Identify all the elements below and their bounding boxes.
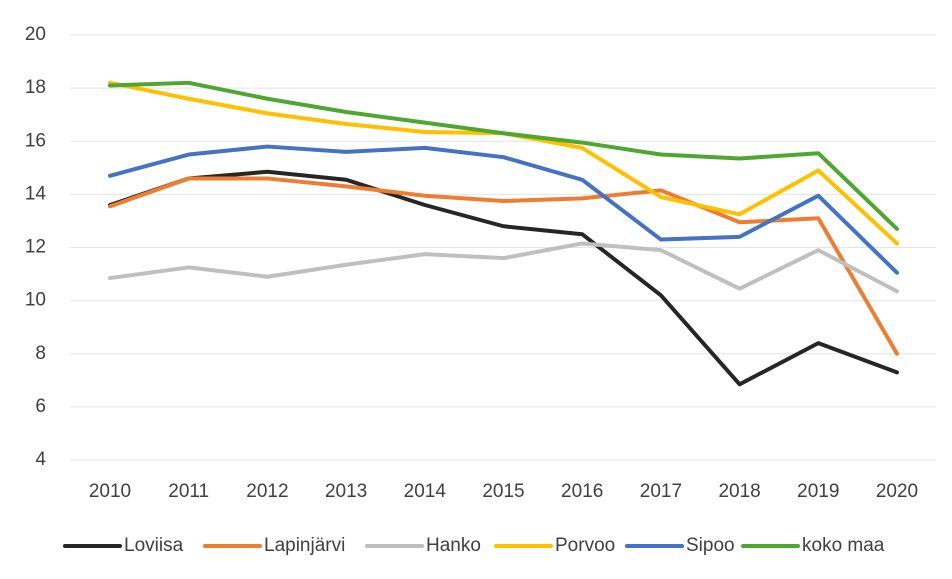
y-tick-label: 16	[25, 130, 46, 151]
y-tick-label: 14	[25, 183, 47, 204]
x-tick-label: 2019	[797, 481, 839, 502]
y-tick-label: 6	[35, 396, 46, 417]
x-tick-label: 2011	[168, 481, 209, 502]
x-tick-label: 2017	[640, 481, 682, 502]
legend-label: Porvoo	[555, 535, 615, 556]
x-tick-label: 2013	[325, 481, 367, 502]
x-tick-label: 2015	[482, 481, 524, 502]
y-tick-label: 8	[35, 343, 46, 364]
y-tick-label: 20	[25, 24, 46, 45]
x-tick-label: 2016	[561, 481, 603, 502]
legend-label: Loviisa	[124, 535, 184, 556]
x-tick-label: 2010	[89, 481, 131, 502]
x-tick-label: 2018	[718, 481, 760, 502]
line-series	[108, 169, 899, 387]
line-series	[108, 80, 899, 231]
line-series	[108, 241, 899, 294]
legend-label: Hanko	[426, 535, 481, 556]
y-tick-label: 4	[35, 449, 46, 470]
y-tick-label: 10	[25, 290, 46, 311]
x-tick-label: 2020	[876, 481, 918, 502]
legend-label: Sipoo	[686, 535, 735, 556]
legend-label: koko maa	[802, 535, 885, 556]
line-series	[108, 144, 899, 275]
x-tick-label: 2012	[246, 481, 288, 502]
y-tick-label: 12	[25, 237, 46, 258]
legend-label: Lapinjärvi	[264, 535, 345, 556]
y-tick-label: 18	[25, 77, 46, 98]
x-tick-label: 2014	[404, 481, 447, 502]
line-series	[108, 176, 899, 356]
